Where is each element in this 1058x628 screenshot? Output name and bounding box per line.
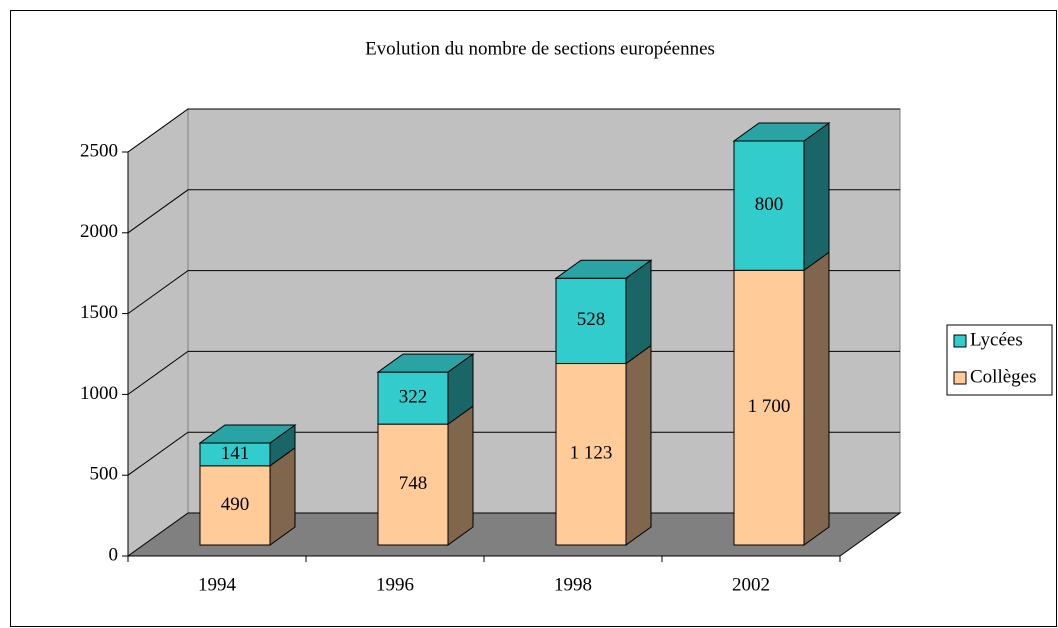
y-tick-label: 1000 bbox=[80, 383, 118, 404]
grid-line bbox=[127, 431, 900, 476]
x-tick-label: 1998 bbox=[554, 574, 592, 595]
data-label: 528 bbox=[577, 309, 606, 330]
bar-side bbox=[447, 405, 474, 546]
bar-top bbox=[376, 353, 475, 373]
data-label: 490 bbox=[221, 494, 250, 515]
bar-side bbox=[803, 251, 830, 546]
x-tick-label: 1994 bbox=[198, 574, 237, 595]
bar-top bbox=[554, 259, 653, 279]
data-label: 748 bbox=[399, 473, 428, 494]
bar-front bbox=[733, 269, 805, 546]
grid-line bbox=[127, 270, 900, 315]
y-tick-label: 1500 bbox=[80, 302, 118, 323]
data-label: 141 bbox=[221, 443, 250, 464]
data-label: 322 bbox=[399, 386, 428, 407]
legend-swatch bbox=[953, 371, 967, 385]
grid-line bbox=[127, 350, 900, 395]
legend-label: Collèges bbox=[970, 366, 1037, 387]
data-label: 1 700 bbox=[748, 396, 791, 417]
data-label: 1 123 bbox=[570, 443, 613, 464]
bar-front bbox=[733, 140, 805, 271]
x-tick-label: 1996 bbox=[376, 574, 414, 595]
bar-top bbox=[198, 424, 297, 444]
bar-side bbox=[803, 122, 830, 272]
data-label: 800 bbox=[755, 194, 784, 215]
bar-top bbox=[732, 122, 831, 142]
side-wall bbox=[127, 108, 189, 557]
legend-swatch bbox=[953, 334, 967, 348]
x-tick-label: 2002 bbox=[732, 574, 770, 595]
chart-title: Evolution du nombre de sections européen… bbox=[365, 38, 715, 59]
y-tick-label: 500 bbox=[90, 464, 119, 485]
grid-line bbox=[127, 189, 900, 234]
y-tick-label: 0 bbox=[109, 544, 119, 565]
bar-side bbox=[625, 344, 652, 546]
y-tick-label: 2000 bbox=[80, 221, 118, 242]
bar-front bbox=[377, 423, 449, 546]
y-tick-label: 2500 bbox=[80, 140, 118, 161]
legend-label: Lycées bbox=[970, 329, 1023, 350]
grid-line bbox=[127, 108, 900, 153]
bar-front bbox=[199, 465, 271, 546]
